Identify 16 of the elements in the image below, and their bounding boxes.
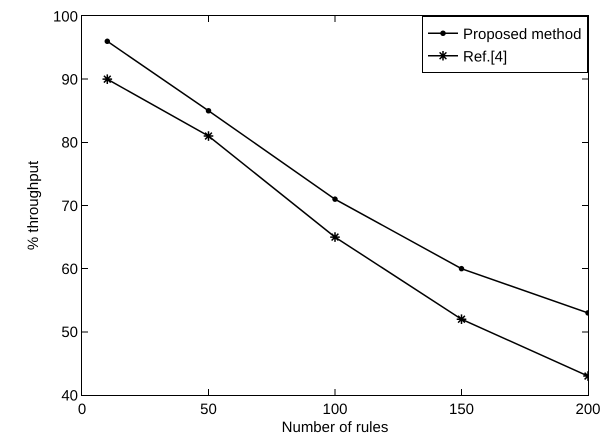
y-axis-title: % throughput [25,160,42,250]
y-tick-label: 60 [61,260,78,278]
y-tick-label: 50 [61,324,78,342]
y-tick-label: 70 [61,198,78,215]
x-tick-label: 150 [448,401,474,418]
x-tick-label: 0 [78,401,86,418]
legend-label: Ref.[4] [463,48,508,66]
x-axis-title: Number of rules [282,419,388,436]
x-tick-label: 100 [322,401,348,418]
x-tick-label: 200 [575,401,601,418]
legend-label: Proposed method [463,26,582,44]
y-tick-label: 40 [61,387,78,404]
x-tick-label: 50 [200,401,217,418]
y-tick-label: 100 [52,8,78,26]
y-tick-label: 90 [61,71,78,88]
y-tick-label: 80 [61,134,78,152]
